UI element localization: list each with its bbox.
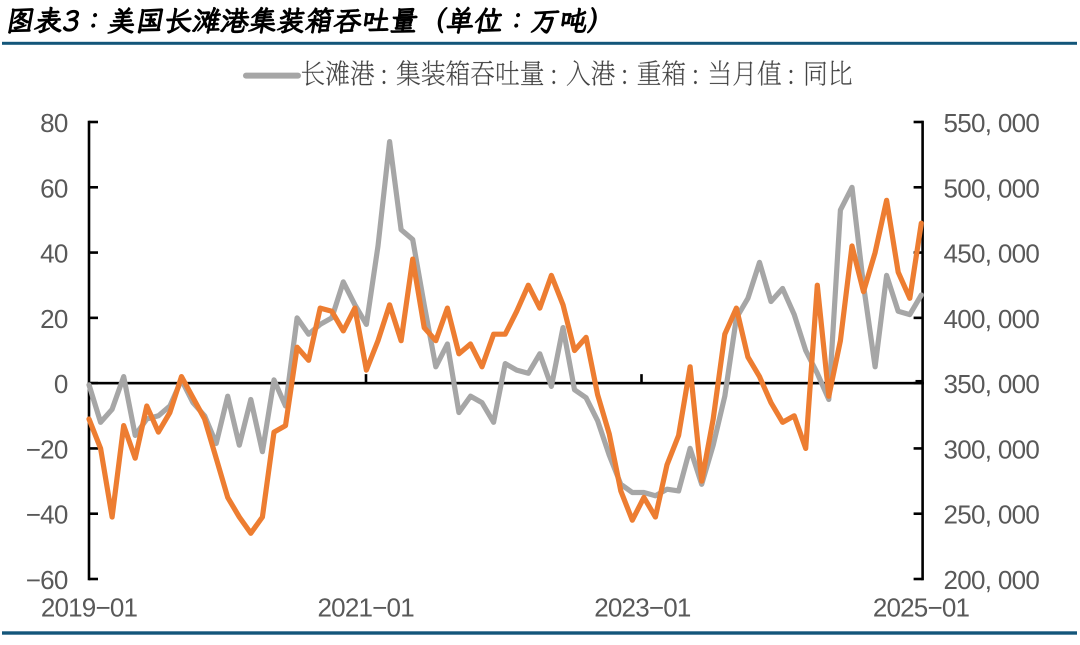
svg-text:2025−01: 2025−01 bbox=[873, 593, 970, 623]
svg-text:2019−01: 2019−01 bbox=[41, 593, 138, 623]
svg-text:0: 0 bbox=[54, 369, 68, 399]
svg-text:−40: −40 bbox=[26, 500, 68, 530]
svg-text:500, 000: 500, 000 bbox=[944, 173, 1040, 203]
svg-text:250, 000: 250, 000 bbox=[944, 500, 1040, 530]
svg-text:200, 000: 200, 000 bbox=[944, 565, 1040, 595]
svg-text:−60: −60 bbox=[26, 565, 68, 595]
svg-text:−20: −20 bbox=[26, 434, 68, 464]
svg-text:2023−01: 2023−01 bbox=[594, 593, 691, 623]
svg-text:60: 60 bbox=[40, 173, 68, 203]
svg-text:300, 000: 300, 000 bbox=[944, 434, 1040, 464]
svg-text:80: 80 bbox=[40, 108, 68, 138]
svg-text:450, 000: 450, 000 bbox=[944, 239, 1040, 269]
svg-text:20: 20 bbox=[40, 304, 68, 334]
svg-text:40: 40 bbox=[40, 239, 68, 269]
svg-text:550, 000: 550, 000 bbox=[944, 108, 1040, 138]
svg-text:400, 000: 400, 000 bbox=[944, 304, 1040, 334]
svg-text:350, 000: 350, 000 bbox=[944, 369, 1040, 399]
svg-text:2021−01: 2021−01 bbox=[318, 593, 415, 623]
